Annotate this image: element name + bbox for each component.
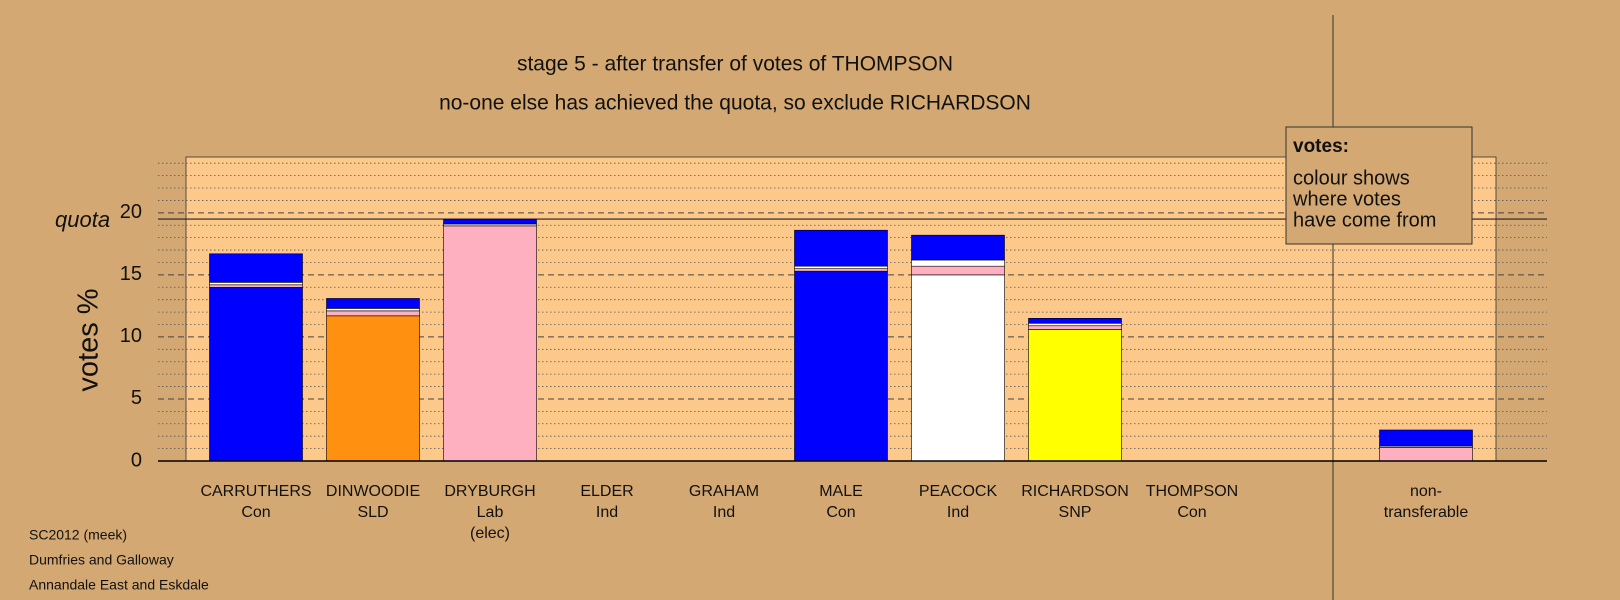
bar-segment — [911, 274, 1005, 462]
party-label: Con — [241, 504, 270, 521]
bar-segment — [1028, 318, 1122, 324]
party-label: SLD — [357, 504, 388, 521]
footer-text: Annandale East and Eskdale — [29, 577, 209, 593]
x-tick-label: non- — [1410, 483, 1442, 500]
x-tick-label: DINWOODIE — [326, 483, 420, 500]
bar-segment — [1028, 322, 1122, 327]
bar-segment — [911, 234, 1005, 261]
bar-segment — [326, 315, 420, 462]
x-tick-label: ELDER — [580, 483, 633, 500]
bar-segment — [209, 286, 303, 462]
bar-segment — [443, 225, 537, 462]
bar-segment — [326, 310, 420, 317]
bar-segment — [1028, 325, 1122, 330]
legend-text: colour shows — [1293, 167, 1410, 189]
legend-title: votes: — [1293, 136, 1349, 157]
y-tick-label: 15 — [120, 263, 142, 285]
chart-title: stage 5 - after transfer of votes of THO… — [517, 53, 953, 76]
legend-text: have come from — [1293, 209, 1436, 231]
y-tick-label: 20 — [120, 201, 142, 223]
legend-text: where votes — [1292, 188, 1401, 210]
bar-segment — [911, 259, 1005, 267]
y-axis-label: votes % — [73, 288, 105, 391]
footer-text: SC2012 (meek) — [29, 527, 127, 543]
bar-segment — [443, 219, 537, 225]
bar-segment — [326, 308, 420, 312]
x-tick-label: THOMPSON — [1146, 483, 1238, 500]
x-tick-label: GRAHAM — [689, 483, 759, 500]
status-label: (elec) — [470, 525, 510, 542]
legend-box — [1285, 126, 1473, 245]
bar-segment — [794, 270, 888, 462]
y-tick-label: 0 — [131, 449, 142, 471]
party-label: Con — [1177, 504, 1206, 521]
footer-text: Dumfries and Galloway — [29, 552, 174, 568]
x-tick-label: MALE — [819, 483, 863, 500]
bar-segment — [1379, 429, 1473, 447]
bar-segment — [209, 282, 303, 286]
chart-subtitle: no-one else has achieved the quota, so e… — [439, 92, 1031, 115]
party-label: Ind — [947, 504, 969, 521]
x-tick-label: DRYBURGH — [444, 483, 535, 500]
bar-segment — [1028, 329, 1122, 462]
x-tick-label: PEACOCK — [919, 483, 998, 500]
party-label: SNP — [1059, 504, 1092, 521]
party-label: Lab — [477, 504, 504, 521]
bar-segment — [326, 298, 420, 309]
bar-segment — [794, 229, 888, 267]
y-tick-label: 5 — [131, 387, 142, 409]
party-label: Con — [826, 504, 855, 521]
bar-segment — [209, 284, 303, 288]
bar-segment — [794, 265, 888, 269]
quota-label: quota — [55, 207, 110, 232]
party-label: Ind — [596, 504, 618, 521]
bar-segment — [911, 265, 1005, 276]
y-tick-label: 10 — [120, 325, 142, 347]
party-label: transferable — [1384, 504, 1469, 521]
x-tick-label: CARRUTHERS — [200, 483, 311, 500]
bar-segment — [1379, 447, 1473, 462]
party-label: Ind — [713, 504, 735, 521]
x-tick-label: RICHARDSON — [1021, 483, 1129, 500]
bar-segment — [794, 268, 888, 272]
bar-segment — [209, 253, 303, 283]
